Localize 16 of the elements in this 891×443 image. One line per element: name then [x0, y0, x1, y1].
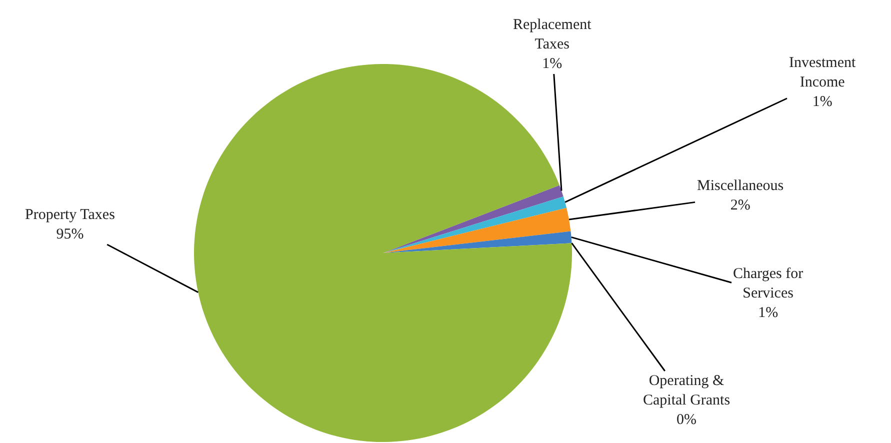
data-label: 1%: [812, 94, 832, 110]
category-label: Operating & Capital Grants: [643, 373, 730, 408]
pie-slice: [383, 231, 572, 253]
pie-slice: [383, 208, 571, 253]
slice-label: Miscellaneous: [697, 178, 784, 194]
text: 0%: [676, 412, 697, 428]
slice-label: Charges for Services: [733, 266, 804, 302]
slice-label: Investment Income: [789, 55, 856, 90]
slice-label: Replacement Taxes: [513, 17, 592, 52]
data-label: 1%: [542, 56, 562, 72]
slice-label: Property Taxes: [25, 207, 116, 223]
data-label: 2%: [730, 198, 750, 214]
pie-slice: [383, 196, 567, 253]
pie-slice: [383, 185, 564, 253]
data-label: 1%: [758, 305, 778, 321]
data-label: 95%: [56, 226, 84, 242]
